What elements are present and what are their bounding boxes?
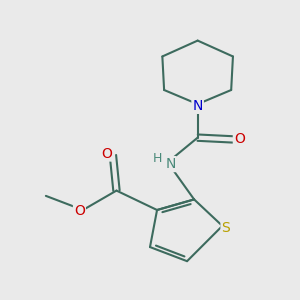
Text: O: O xyxy=(101,146,112,161)
Text: O: O xyxy=(74,204,85,218)
Text: N: N xyxy=(193,99,203,113)
Text: H: H xyxy=(153,152,163,165)
Text: N: N xyxy=(165,157,176,171)
Text: O: O xyxy=(234,132,245,146)
Text: S: S xyxy=(221,220,230,235)
